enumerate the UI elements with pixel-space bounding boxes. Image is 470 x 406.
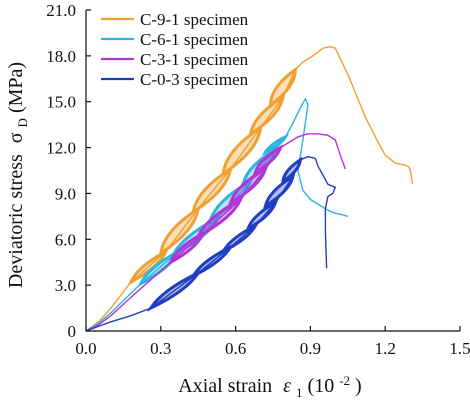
x-tick-label: 0.0 xyxy=(75,339,96,358)
y-tick-label: 9.0 xyxy=(55,184,76,203)
series-line xyxy=(85,46,414,332)
y-tick-label: 3.0 xyxy=(55,276,76,295)
y-tick-label: 6.0 xyxy=(55,230,76,249)
legend-label: C-3-1 specimen xyxy=(140,50,249,69)
x-axis-title-symbol: ε xyxy=(283,375,291,397)
x-axis-title-close: ) xyxy=(355,375,362,397)
series-line xyxy=(85,98,349,332)
x-axis-title-sup: -2 xyxy=(339,373,350,388)
y-tick-label: 12.0 xyxy=(46,139,76,158)
x-tick-label: 1.5 xyxy=(449,339,470,358)
y-axis-title: Deviatoric stress σ D (MPa) xyxy=(5,62,32,288)
series-1 xyxy=(85,46,414,332)
x-axis-title-sub: 1 xyxy=(296,385,303,400)
y-axis-title-main: Deviatoric stress xyxy=(5,154,27,288)
series-line xyxy=(85,133,346,332)
legend-label: C-6-1 specimen xyxy=(140,30,249,49)
x-tick-label: 0.6 xyxy=(225,339,246,358)
x-axis-title-main: Axial strain xyxy=(178,375,272,397)
y-tick-label: 18.0 xyxy=(46,47,76,66)
x-axis-title-unit: (10 xyxy=(308,375,335,397)
series-4 xyxy=(85,156,336,332)
y-tick-label: 0 xyxy=(68,322,77,341)
x-ticks: 0.0 0.3 0.6 0.9 1.2 1.5 xyxy=(75,326,470,358)
y-axis-title-symbol: σ xyxy=(5,132,27,143)
x-tick-label: 0.3 xyxy=(150,339,171,358)
y-axis-title-sub: D xyxy=(15,118,30,127)
series-3 xyxy=(85,133,346,332)
x-tick-label: 0.9 xyxy=(300,339,321,358)
y-tick-label: 21.0 xyxy=(46,1,76,20)
legend-label: C-0-3 specimen xyxy=(140,70,249,89)
plot-series xyxy=(85,46,414,332)
y-tick-label: 15.0 xyxy=(46,93,76,112)
y-axis-title-unit: (MPa) xyxy=(5,62,27,113)
series-line xyxy=(85,156,336,332)
x-axis-title: Axial strain ε 1 (10 -2 ) xyxy=(178,368,361,402)
legend-label: C-9-1 specimen xyxy=(140,10,249,29)
x-tick-label: 1.2 xyxy=(375,339,396,358)
y-ticks: 0 3.0 6.0 9.0 12.0 15.0 18.0 21.0 xyxy=(46,1,91,341)
axes xyxy=(85,10,460,332)
hysteresis-loop xyxy=(263,173,296,209)
